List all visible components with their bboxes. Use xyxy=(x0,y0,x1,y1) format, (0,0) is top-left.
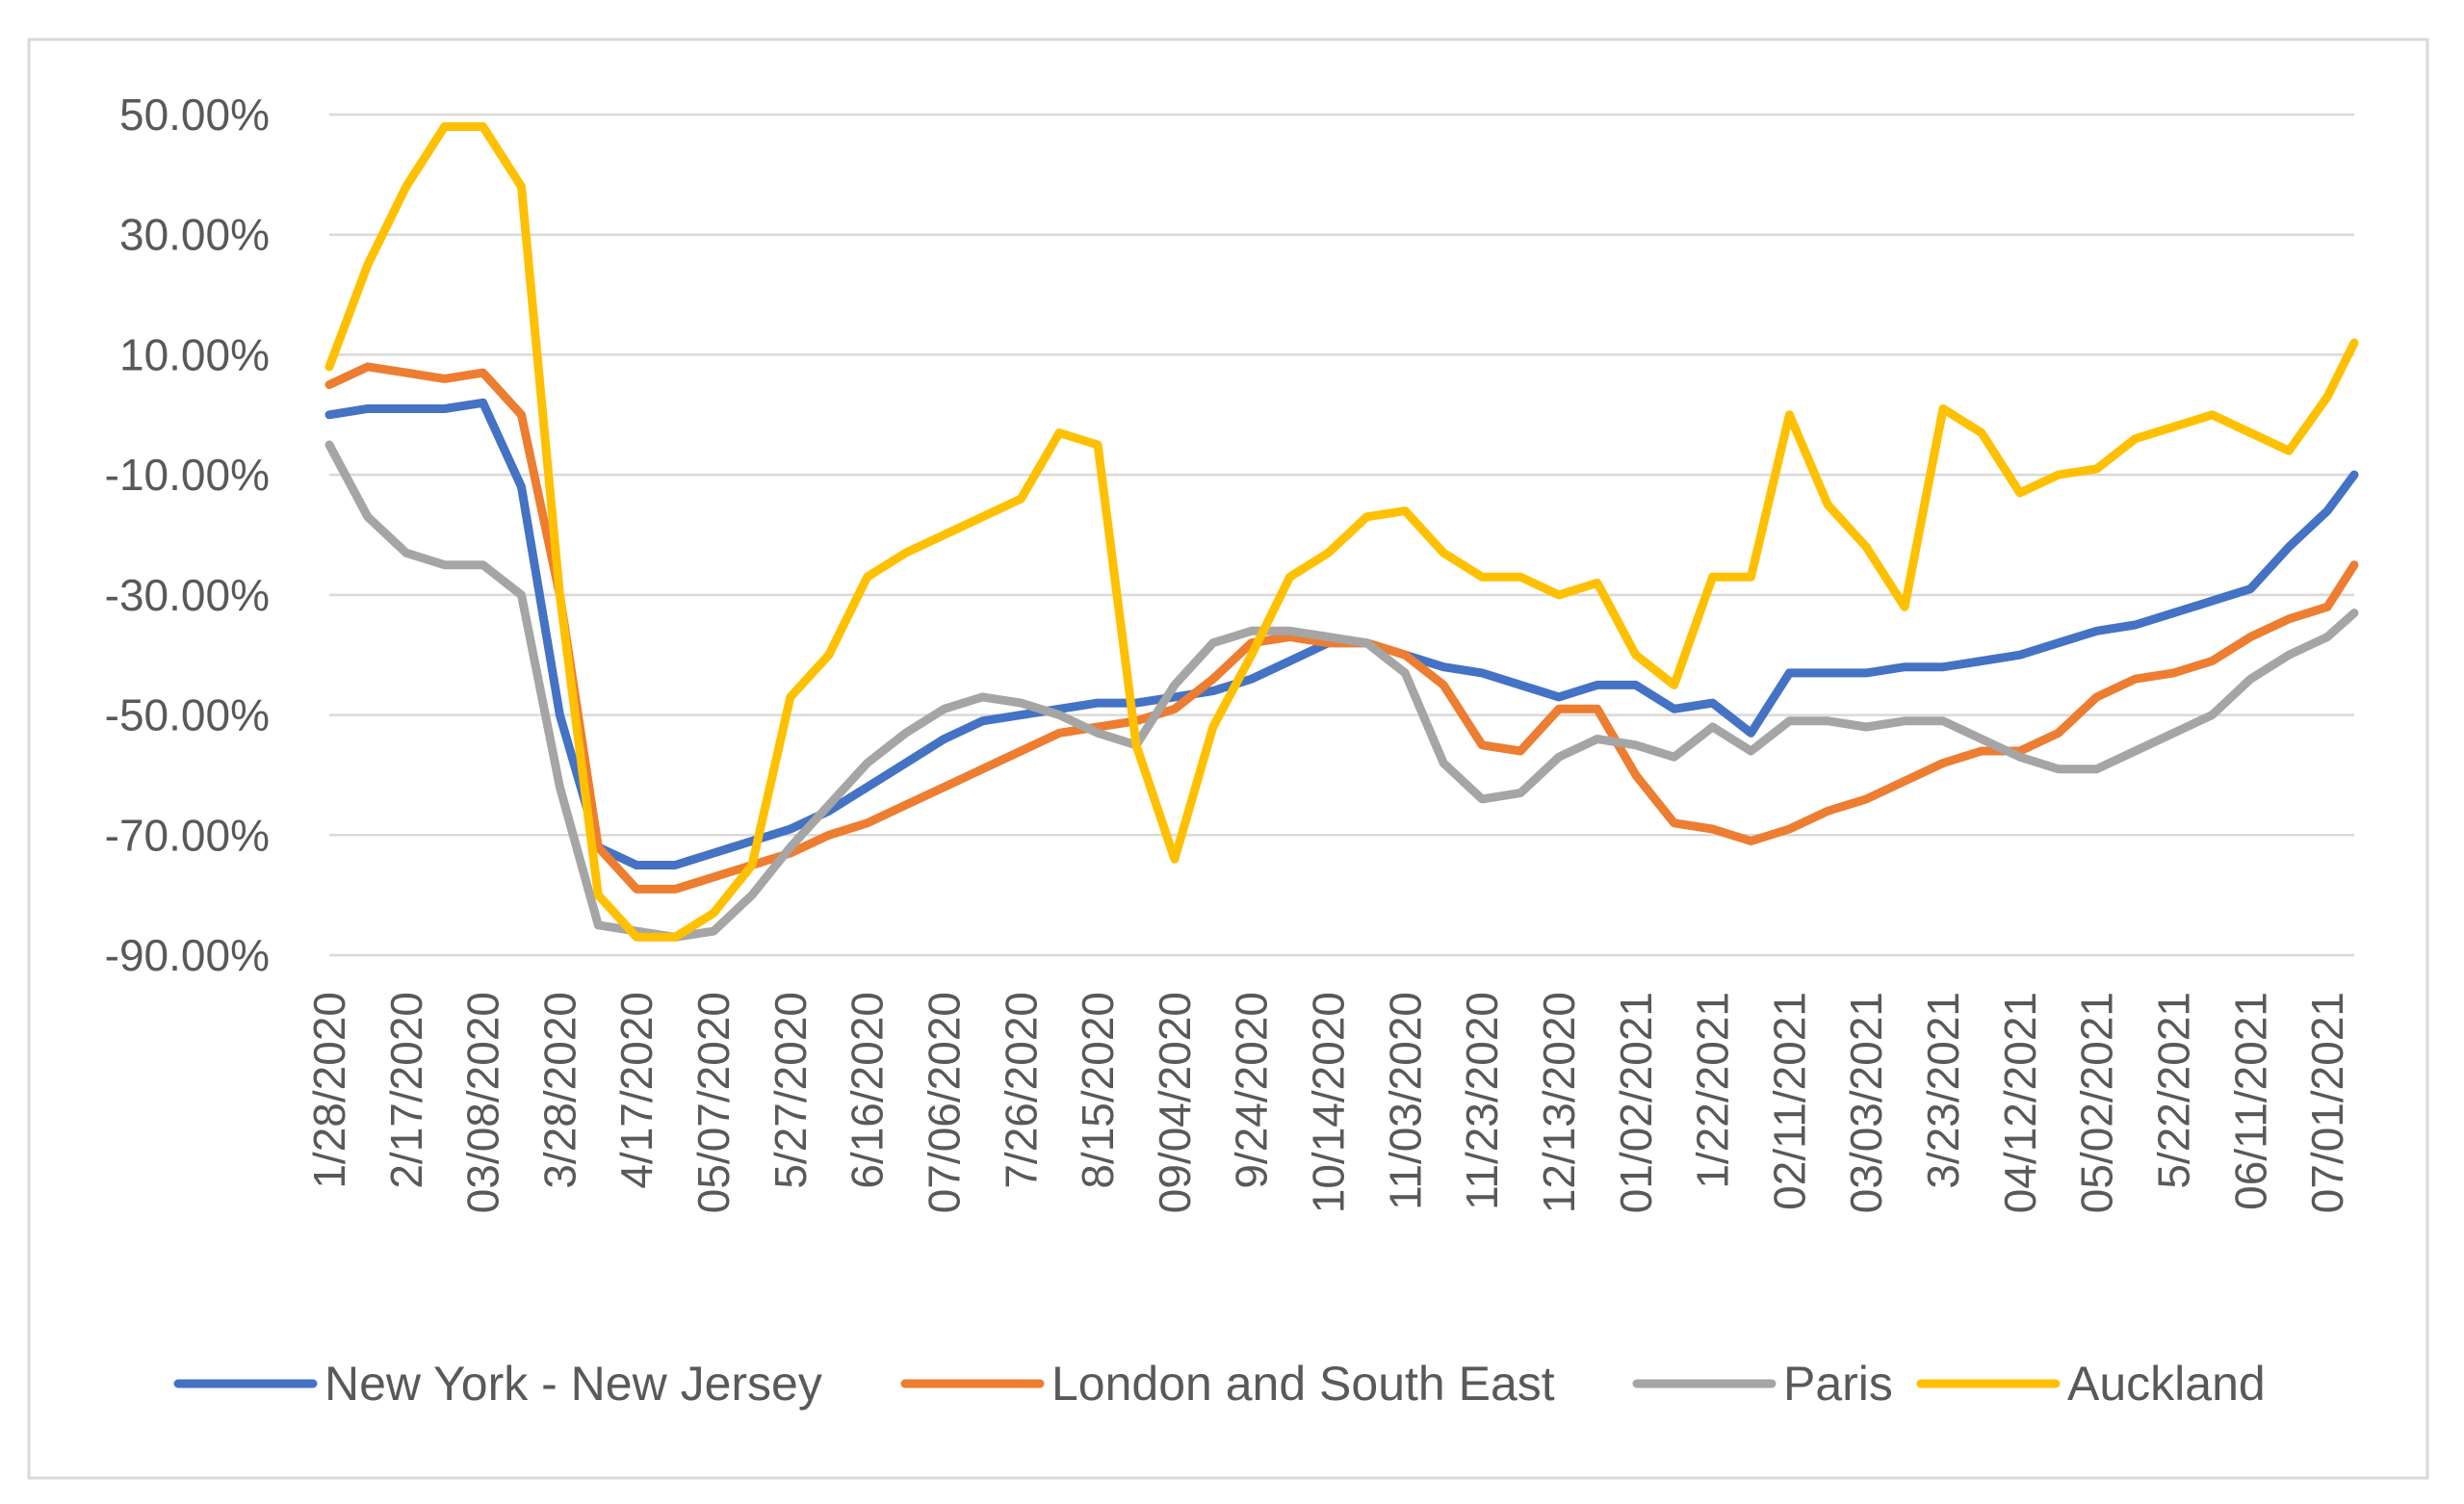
series-line-auckland xyxy=(324,122,2359,942)
x-tick-label: 4/17/2020 xyxy=(611,992,661,1189)
y-tick-label: -10.00% xyxy=(105,450,270,500)
x-tick-label: 10/14/2020 xyxy=(1304,992,1354,1213)
y-tick-label: -70.00% xyxy=(105,810,270,860)
x-tick-label: 02/11/2021 xyxy=(1764,992,1814,1210)
x-tick-label: 3/23/2021 xyxy=(1918,992,1968,1189)
y-tick-label: 50.00% xyxy=(119,90,270,140)
legend-label: Auckland xyxy=(2067,1357,2266,1411)
x-tick-label: 04/12/2021 xyxy=(1995,992,2045,1213)
x-tick-label: 5/22/2021 xyxy=(2148,992,2198,1189)
x-tick-label: 1/28/2020 xyxy=(304,992,354,1189)
x-tick-label: 03/03/2021 xyxy=(1841,992,1891,1213)
x-tick-label: 1/22/2021 xyxy=(1688,992,1738,1189)
x-tick-label: 9/24/2020 xyxy=(1227,992,1277,1189)
y-tick-label: -30.00% xyxy=(105,570,270,620)
x-tick-label: 11/03/2020 xyxy=(1380,992,1430,1210)
y-tick-label: 30.00% xyxy=(119,210,270,260)
x-tick-label: 12/13/2020 xyxy=(1534,992,1584,1213)
x-tick-label: 03/08/2020 xyxy=(458,992,508,1213)
x-tick-label: 11/23/2020 xyxy=(1457,992,1507,1210)
x-tick-label: 8/15/2020 xyxy=(1073,992,1123,1189)
legend-label: London and South East xyxy=(1051,1357,1555,1411)
y-tick-label: 10.00% xyxy=(119,329,270,379)
x-tick-label: 05/07/2020 xyxy=(688,992,739,1213)
x-tick-label: 07/01/2021 xyxy=(2302,992,2352,1213)
x-tick-label: 2/17/2020 xyxy=(381,992,431,1189)
x-tick-label: 09/04/2020 xyxy=(1150,992,1200,1213)
legend-label: Paris xyxy=(1783,1357,1893,1411)
y-tick-label: -90.00% xyxy=(105,930,270,980)
x-tick-label: 3/28/2020 xyxy=(534,992,584,1189)
x-tick-label: 01/02/2021 xyxy=(1611,992,1661,1213)
chart-border xyxy=(27,38,2429,1480)
x-tick-label: 7/26/2020 xyxy=(996,992,1046,1189)
x-tick-label: 6/16/2020 xyxy=(843,992,893,1189)
y-tick-label: -50.00% xyxy=(105,690,270,740)
legend-label: New York - New Jersey xyxy=(324,1357,822,1411)
x-tick-label: 06/11/2021 xyxy=(2225,992,2275,1210)
x-tick-label: 07/06/2020 xyxy=(919,992,969,1213)
x-tick-label: 05/02/2021 xyxy=(2072,992,2122,1213)
x-tick-label: 5/27/2020 xyxy=(765,992,816,1189)
